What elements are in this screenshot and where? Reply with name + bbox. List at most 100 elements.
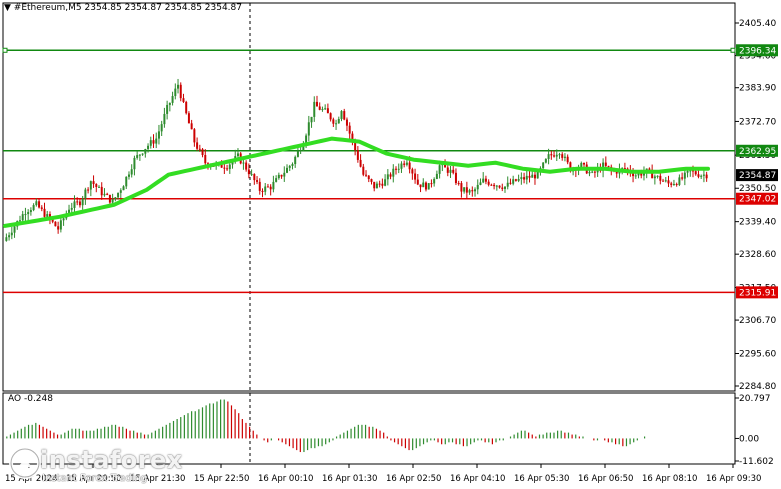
ao-tick-label: 20.797	[739, 394, 771, 404]
price-tick-label: 2405.40	[739, 19, 776, 29]
candle-body	[373, 181, 376, 189]
candle-body	[68, 209, 71, 214]
candle-body	[656, 175, 659, 177]
candle-body	[501, 187, 504, 189]
price-tick-label: 2306.70	[739, 316, 776, 326]
candle-body	[27, 212, 30, 215]
candle-body	[419, 184, 422, 188]
candle-body	[21, 214, 24, 221]
candle-body	[678, 177, 681, 185]
candle-body	[223, 167, 226, 169]
candle-body	[92, 181, 95, 185]
candle-body	[103, 193, 106, 196]
candle-body	[117, 192, 120, 198]
candle-body	[98, 186, 101, 188]
candle-body	[315, 101, 318, 107]
candle-body	[547, 154, 550, 159]
candle-body	[531, 174, 534, 178]
candle-body	[179, 84, 182, 99]
candle-body	[615, 171, 618, 174]
candle-body	[24, 214, 27, 216]
candle-body	[228, 164, 231, 170]
candle-body	[648, 168, 651, 170]
candle-body	[95, 184, 98, 187]
candle-body	[266, 186, 269, 188]
time-tick-label: 15 Apr 21:30	[130, 474, 185, 484]
candle-body	[651, 169, 654, 179]
candle-body	[558, 154, 561, 156]
level-anchor-handle	[730, 47, 736, 53]
candle-body	[321, 109, 324, 111]
candle-body	[280, 174, 283, 177]
candle-body	[43, 208, 46, 217]
moving-average-line	[3, 136, 710, 228]
candle-body	[664, 180, 667, 182]
candle-body	[87, 189, 90, 191]
candle-body	[201, 149, 204, 156]
candle-body	[607, 165, 610, 167]
time-tick-label: 16 Apr 05:30	[514, 474, 569, 484]
time-tick-label: 16 Apr 04:10	[450, 474, 505, 484]
candle-body	[583, 162, 586, 165]
candle-body	[335, 123, 338, 125]
support-level-label: 2315.91	[739, 288, 776, 298]
candle-body	[313, 101, 316, 117]
candle-body	[329, 113, 332, 120]
candle-body	[348, 125, 351, 134]
candle-body	[498, 185, 501, 188]
resistance-level-tag	[736, 44, 778, 57]
candle-body	[378, 183, 381, 185]
candle-body	[424, 182, 427, 190]
symbol-dropdown-icon[interactable]: ▼	[4, 3, 11, 13]
candle-body	[672, 183, 675, 185]
candle-body	[8, 235, 11, 238]
candle-body	[525, 175, 528, 180]
instaforex-logo-icon	[9, 447, 41, 479]
support-level-tag	[736, 286, 778, 299]
candle-body	[637, 173, 640, 176]
candle-body	[130, 169, 133, 175]
candle-body	[667, 180, 670, 184]
candle-body	[408, 162, 411, 170]
candle-body	[670, 183, 673, 185]
candle-body	[479, 182, 482, 185]
price-tick-label: 2295.60	[739, 349, 776, 359]
candle-body	[659, 175, 662, 181]
support-level-label: 2347.02	[739, 195, 776, 205]
candle-body	[509, 182, 512, 184]
candle-body	[493, 184, 496, 187]
candle-body	[157, 131, 160, 139]
candle-body	[122, 186, 125, 191]
candle-body	[542, 162, 545, 169]
candle-body	[307, 122, 310, 136]
candle-body	[484, 178, 487, 182]
candle-body	[76, 201, 79, 203]
candle-body	[288, 165, 291, 168]
candle-body	[106, 193, 109, 195]
candle-body	[686, 170, 689, 173]
price-tick-label: 2350.50	[739, 184, 776, 194]
candle-body	[517, 178, 520, 181]
candle-body	[520, 177, 523, 179]
candle-body	[291, 164, 294, 166]
candle-body	[697, 174, 700, 177]
current-price-tag	[736, 169, 778, 182]
candle-body	[283, 172, 286, 177]
candle-body	[604, 162, 607, 166]
candle-body	[435, 173, 438, 179]
candle-body	[138, 154, 141, 156]
candle-body	[277, 174, 280, 179]
candle-body	[136, 155, 139, 158]
candle-body	[100, 186, 103, 196]
candle-body	[174, 88, 177, 97]
candle-body	[89, 181, 92, 190]
ao-tick-label: -11.602	[739, 457, 774, 467]
candle-body	[675, 183, 678, 185]
candle-body	[84, 189, 87, 199]
candle-body	[370, 179, 373, 182]
ao-tick-label: 0.00	[739, 434, 759, 444]
time-tick-label: 15 Apr 20:50	[66, 474, 121, 484]
candle-body	[414, 173, 417, 180]
chart-ohlc: 2354.85 2354.87 2354.85 2354.87	[84, 3, 242, 13]
